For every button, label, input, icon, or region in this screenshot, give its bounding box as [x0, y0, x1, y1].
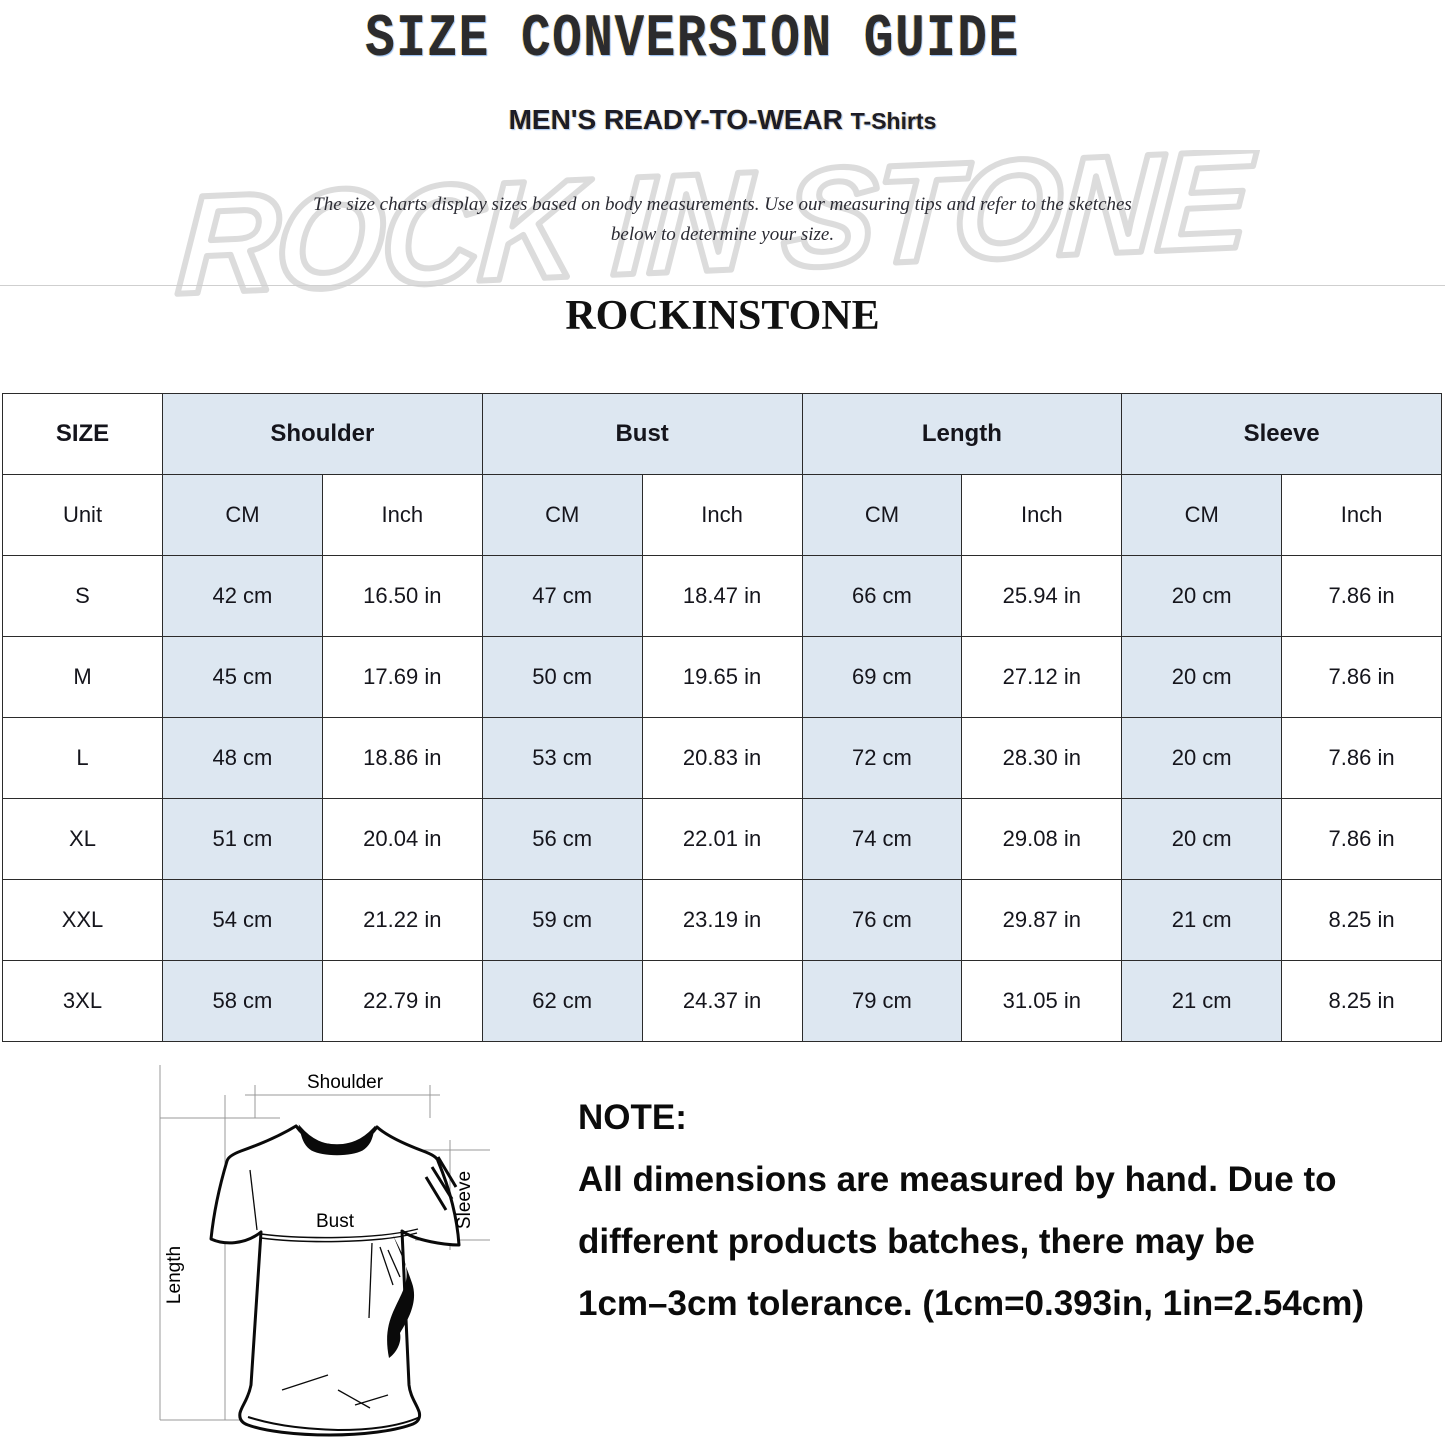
svg-text:Bust: Bust: [316, 1211, 355, 1232]
svg-text:Sleeve: Sleeve: [454, 1171, 475, 1229]
svg-text:Length: Length: [164, 1246, 185, 1304]
svg-text:Shoulder: Shoulder: [307, 1072, 384, 1093]
